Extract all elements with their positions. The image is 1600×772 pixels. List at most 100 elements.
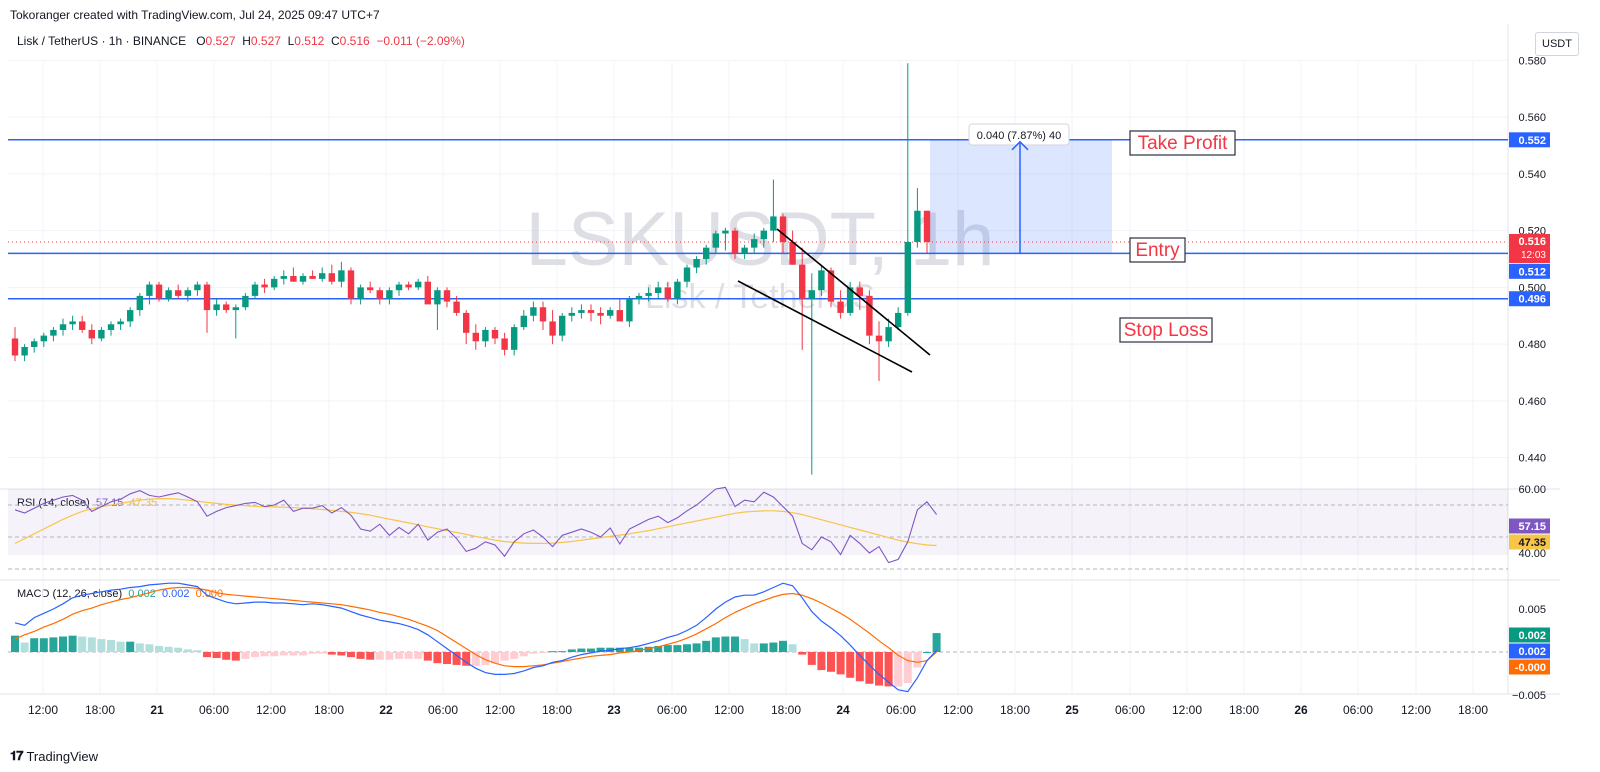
macd-histogram-bar	[97, 639, 106, 652]
macd-histogram-bar	[548, 651, 557, 653]
candle-body	[203, 284, 211, 311]
macd-histogram-bar	[500, 652, 509, 661]
x-tick-label: 12:00	[714, 703, 744, 717]
symbol-name: Lisk / TetherUS · 1h · BINANCE	[17, 34, 187, 48]
macd-histogram-bar	[567, 649, 576, 652]
macd-histogram-bar	[337, 652, 346, 656]
rsi-legend[interactable]: RSI (14, close) 57.15 47.35	[17, 497, 157, 509]
candle-body	[741, 247, 748, 254]
candle-body	[587, 310, 595, 313]
candle-body	[242, 295, 249, 308]
macd-histogram-bar	[510, 652, 519, 659]
macd-label: MACD (12, 26, close)	[17, 588, 123, 600]
macd-histogram-bar	[923, 652, 931, 653]
chart-credit: Tokoranger created with TradingView.com,…	[10, 8, 380, 22]
candle-body	[290, 276, 297, 282]
rsi-ma-value-badge: 47.35	[1518, 537, 1546, 549]
stop-loss-price-badge: 0.496	[1518, 294, 1546, 306]
candle-body	[424, 281, 431, 305]
candle-body	[655, 287, 662, 294]
x-tick-label: 21	[150, 703, 164, 717]
y-tick-label: 0.460	[1518, 396, 1546, 408]
macd-histogram-bar	[663, 645, 672, 652]
x-tick-label: 24	[836, 703, 850, 717]
macd-histogram-bar	[68, 635, 77, 652]
macd-histogram-bar	[433, 652, 442, 664]
macd-histogram-bar	[270, 652, 279, 657]
candle-body	[357, 287, 364, 299]
candle-body	[914, 210, 921, 242]
macd-hist-badge: 0.002	[1518, 630, 1546, 642]
measure-label: 0.040 (7.87%) 40	[977, 130, 1061, 142]
macd-histogram-bar	[702, 640, 711, 652]
macd-histogram-bar	[327, 652, 336, 655]
macd-signal-badge-bg	[1509, 659, 1550, 675]
macd-histogram-bar	[558, 651, 567, 653]
macd-histogram-bar	[135, 643, 144, 652]
x-tick-label: 06:00	[886, 703, 916, 717]
macd-pane	[8, 582, 1508, 693]
x-tick-label: 18:00	[1000, 703, 1030, 717]
entry-label-box	[1129, 237, 1186, 263]
candle-body	[405, 284, 412, 288]
macd-histogram-bar	[11, 635, 19, 652]
x-tick-label: 12:00	[485, 703, 515, 717]
macd-histogram-bar	[404, 652, 413, 659]
x-tick-label: 18:00	[85, 703, 115, 717]
entry-price-badge: 0.512	[1518, 266, 1546, 278]
x-tick-label: 18:00	[314, 703, 344, 717]
macd-histogram-bar	[183, 649, 192, 652]
candle-body	[165, 290, 172, 299]
symbol-legend[interactable]: Lisk / TetherUS · 1h · BINANCE O0.527 H0…	[17, 34, 465, 48]
candle-body	[645, 293, 652, 296]
macd-histogram-bar	[519, 652, 528, 657]
candle-body	[127, 310, 134, 322]
candle-body	[799, 264, 806, 299]
candle-body	[482, 329, 489, 342]
macd-histogram-bar	[222, 652, 231, 660]
y-tick-label: 0.440	[1518, 453, 1546, 465]
macd-histogram-bar	[39, 638, 48, 652]
candle-body	[760, 230, 767, 240]
macd-histogram-bar	[692, 643, 701, 652]
candle-body	[376, 290, 383, 299]
countdown-badge: 12:03	[1521, 250, 1546, 261]
macd-histogram-bar	[308, 652, 317, 654]
macd-histogram-bar	[193, 650, 202, 652]
entry-price-badge-bg	[1509, 263, 1550, 279]
x-tick-label: 23	[607, 703, 621, 717]
macd-signal-value: 0.000	[195, 588, 224, 600]
candle-body	[751, 239, 758, 248]
candle-body	[789, 241, 796, 265]
candle-body	[319, 273, 326, 279]
macd-histogram-bar	[366, 652, 375, 660]
low-label: L	[287, 34, 295, 48]
falling-wedge	[737, 228, 931, 373]
macd-histogram-bar	[817, 652, 826, 671]
rsi-value: 57.15	[95, 497, 124, 509]
tradingview-logo[interactable]: 𝟏𝟕 TradingView	[10, 748, 98, 764]
candle-body	[395, 284, 403, 291]
macd-histogram-bar	[932, 633, 941, 652]
currency-button[interactable]: USDT	[1535, 32, 1579, 56]
candle-body	[88, 329, 95, 339]
watermark-main: LSKUSDT, 1h	[526, 197, 995, 282]
macd-histogram-bar	[913, 652, 922, 668]
macd-histogram-bar	[59, 636, 67, 652]
macd-histogram-bar	[174, 647, 183, 652]
candle-body	[443, 290, 451, 302]
macd-legend[interactable]: MACD (12, 26, close) 0.002 0.002 0.000	[17, 588, 223, 600]
rsi-tick-label: 60.00	[1518, 484, 1546, 496]
candle-body	[251, 284, 259, 296]
high-value: 0.527	[250, 34, 281, 48]
candle-body	[117, 321, 124, 325]
macd-histogram-bar	[635, 647, 643, 652]
macd-histogram-bar	[116, 641, 125, 652]
x-tick-label: 22	[379, 703, 393, 717]
tradingview-brand: TradingView	[26, 748, 99, 764]
x-tick-label: 06:00	[1115, 703, 1145, 717]
macd-histogram-bar	[903, 652, 912, 683]
macd-histogram-bar	[740, 639, 749, 652]
candle-body	[693, 259, 700, 268]
